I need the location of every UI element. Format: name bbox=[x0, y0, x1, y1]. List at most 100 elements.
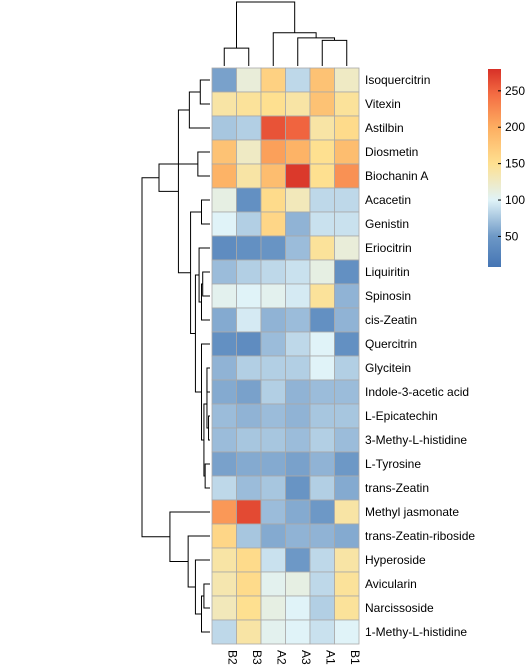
heatmap-cell bbox=[260, 571, 286, 597]
heatmap-cell bbox=[334, 499, 360, 525]
heatmap-cell bbox=[334, 163, 360, 189]
column-dendrogram-branch bbox=[223, 47, 250, 66]
heatmap-cell bbox=[260, 307, 286, 333]
row-dendrogram-branch bbox=[203, 403, 207, 477]
heatmap-cell bbox=[309, 283, 335, 309]
row-dendrogram-branch bbox=[198, 247, 210, 303]
heatmap-cell bbox=[211, 91, 237, 117]
heatmap-cell bbox=[285, 211, 311, 237]
heatmap-cell bbox=[334, 211, 360, 237]
row-dendrogram bbox=[141, 79, 210, 633]
heatmap-cell bbox=[211, 67, 237, 93]
row-dendrogram-branch bbox=[197, 151, 210, 177]
heatmap-cell bbox=[236, 379, 262, 405]
heatmap-cell bbox=[334, 427, 360, 453]
column-dendrogram-branch bbox=[236, 1, 296, 49]
column-label: B1 bbox=[348, 650, 362, 665]
heatmap-cell bbox=[285, 523, 311, 549]
heatmap-cell bbox=[285, 619, 311, 645]
heatmap-cell bbox=[211, 427, 237, 453]
heatmap-cell bbox=[285, 115, 311, 141]
row-label: trans-Zeatin bbox=[365, 481, 429, 495]
heatmap-cell bbox=[236, 571, 262, 597]
column-label: A3 bbox=[299, 650, 313, 665]
row-label: L-Tyrosine bbox=[365, 457, 421, 471]
column-label: B3 bbox=[250, 650, 264, 665]
row-label: Narcissoside bbox=[365, 601, 434, 615]
heatmap-cell bbox=[285, 571, 311, 597]
heatmap-cell bbox=[309, 547, 335, 573]
heatmap-cell bbox=[211, 547, 237, 573]
legend-tick-label: 200 bbox=[505, 120, 525, 134]
heatmap-cell bbox=[309, 67, 335, 93]
row-labels: Isoquercitrin Vitexin Astilbin Diosmetin Bio… bbox=[365, 73, 475, 639]
row-dendrogram-branch bbox=[187, 535, 210, 588]
heatmap-cell bbox=[285, 307, 311, 333]
row-dendrogram-branch bbox=[190, 211, 202, 334]
row-label: Methyl jasmonate bbox=[365, 505, 459, 519]
heatmap-cell bbox=[334, 403, 360, 429]
heatmap-cell bbox=[285, 595, 311, 621]
heatmap-cell bbox=[236, 355, 262, 381]
heatmap-cell bbox=[285, 259, 311, 285]
heatmap-cell bbox=[334, 235, 360, 261]
heatmap-cell bbox=[309, 595, 335, 621]
row-label: Genistin bbox=[365, 217, 409, 231]
legend-tick-label: 150 bbox=[505, 157, 525, 171]
heatmap-cell bbox=[285, 91, 311, 117]
row-dendrogram-branch bbox=[208, 415, 210, 441]
row-label: Indole-3-acetic acid bbox=[365, 385, 469, 399]
heatmap-cell bbox=[211, 235, 237, 261]
row-label: Acacetin bbox=[365, 193, 411, 207]
row-label: Avicularin bbox=[365, 577, 417, 591]
row-dendrogram-branch bbox=[202, 271, 210, 297]
row-label: Diosmetin bbox=[365, 145, 418, 159]
heatmap-cell bbox=[236, 67, 262, 93]
heatmap-cell bbox=[309, 403, 335, 429]
row-label: 3-Methy-L-histidine bbox=[365, 433, 467, 447]
heatmap-cell bbox=[260, 619, 286, 645]
heatmap-cell bbox=[309, 355, 335, 381]
heatmap-cell bbox=[211, 307, 237, 333]
heatmap-cell bbox=[211, 187, 237, 213]
heatmap-cell bbox=[236, 115, 262, 141]
legend-tick-label: 100 bbox=[505, 193, 525, 207]
heatmap-cell bbox=[285, 283, 311, 309]
heatmap-cell bbox=[285, 331, 311, 357]
heatmap-cell bbox=[285, 187, 311, 213]
legend-tick-label: 50 bbox=[505, 229, 519, 243]
row-dendrogram-branch bbox=[188, 91, 210, 129]
heatmap-cell bbox=[260, 115, 286, 141]
heatmap-cell bbox=[334, 571, 360, 597]
row-dendrogram-branch bbox=[169, 511, 210, 562]
heatmap-cell bbox=[211, 331, 237, 357]
heatmap-cell bbox=[309, 451, 335, 477]
row-dendrogram-branch bbox=[177, 109, 191, 274]
heatmap-cell bbox=[236, 451, 262, 477]
column-dendrogram-branch bbox=[321, 39, 348, 66]
color-legend-ticks: 50 100 150 200 250 bbox=[498, 84, 525, 243]
heatmap-cell bbox=[236, 91, 262, 117]
row-dendrogram-branch bbox=[141, 177, 170, 538]
heatmap-cell bbox=[309, 307, 335, 333]
heatmap-cell bbox=[236, 235, 262, 261]
row-dendrogram-branch bbox=[204, 463, 210, 489]
heatmap-cell bbox=[236, 619, 262, 645]
row-dendrogram-branch bbox=[201, 595, 210, 633]
heatmap-cell bbox=[260, 547, 286, 573]
heatmap-cell bbox=[309, 619, 335, 645]
heatmap-cell bbox=[285, 427, 311, 453]
heatmap-cell bbox=[211, 163, 237, 189]
column-label: A1 bbox=[323, 650, 337, 665]
row-label: Hyperoside bbox=[365, 553, 426, 567]
heatmap-cell bbox=[334, 595, 360, 621]
heatmap-cell bbox=[334, 547, 360, 573]
heatmap-cell bbox=[285, 163, 311, 189]
heatmap-cell bbox=[334, 523, 360, 549]
heatmap-cell bbox=[236, 283, 262, 309]
row-label: Isoquercitrin bbox=[365, 73, 430, 87]
heatmap-cell bbox=[309, 139, 335, 165]
heatmap-cell bbox=[236, 259, 262, 285]
heatmap-cell bbox=[211, 115, 237, 141]
